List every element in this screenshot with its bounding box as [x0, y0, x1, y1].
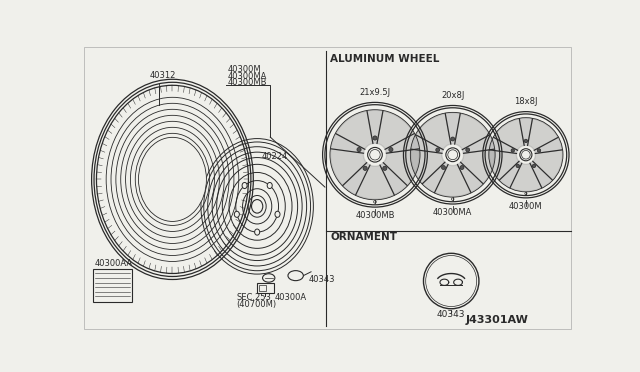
Circle shape	[357, 147, 361, 152]
Ellipse shape	[234, 211, 239, 217]
Polygon shape	[356, 165, 394, 199]
Text: 40300M: 40300M	[228, 65, 262, 74]
Ellipse shape	[275, 211, 280, 217]
Text: 40343: 40343	[437, 310, 465, 319]
Polygon shape	[462, 135, 494, 153]
Text: ALUMINUM WHEEL: ALUMINUM WHEEL	[330, 54, 440, 64]
Polygon shape	[330, 149, 367, 186]
Text: 40300A: 40300A	[275, 293, 307, 302]
Polygon shape	[532, 150, 563, 180]
Polygon shape	[454, 113, 490, 150]
Polygon shape	[367, 110, 383, 144]
Circle shape	[511, 149, 515, 152]
Circle shape	[389, 147, 393, 152]
Circle shape	[516, 164, 520, 168]
Text: 18x8J: 18x8J	[514, 97, 538, 106]
Ellipse shape	[242, 182, 247, 189]
Polygon shape	[527, 119, 558, 150]
Polygon shape	[461, 149, 495, 184]
Ellipse shape	[267, 182, 272, 189]
Polygon shape	[490, 137, 518, 154]
Polygon shape	[445, 113, 460, 144]
Polygon shape	[519, 118, 532, 145]
Text: 40300M: 40300M	[509, 202, 543, 211]
Circle shape	[466, 148, 470, 152]
Circle shape	[538, 149, 541, 152]
Text: 40300MA: 40300MA	[228, 71, 268, 80]
Text: 40300MB: 40300MB	[355, 211, 395, 220]
Circle shape	[520, 149, 532, 161]
Polygon shape	[331, 134, 365, 153]
Text: 40343: 40343	[308, 275, 335, 284]
Text: J43301AW: J43301AW	[465, 315, 528, 326]
Bar	[93, 269, 132, 302]
Circle shape	[383, 166, 387, 170]
Text: 40300MB: 40300MB	[228, 78, 268, 87]
Circle shape	[524, 139, 527, 143]
Ellipse shape	[262, 274, 275, 282]
Circle shape	[436, 148, 440, 152]
Polygon shape	[411, 149, 445, 184]
Polygon shape	[385, 134, 419, 153]
Polygon shape	[458, 162, 483, 192]
Circle shape	[532, 164, 536, 168]
Ellipse shape	[252, 199, 263, 213]
Polygon shape	[343, 163, 370, 195]
Polygon shape	[377, 111, 414, 149]
Polygon shape	[499, 161, 522, 188]
Circle shape	[442, 166, 445, 170]
Text: 40224: 40224	[262, 152, 288, 161]
Polygon shape	[435, 164, 471, 196]
Circle shape	[424, 253, 479, 309]
Text: (40700M): (40700M)	[236, 300, 276, 309]
Ellipse shape	[138, 137, 207, 221]
Circle shape	[367, 147, 382, 162]
Text: 21x9.5J: 21x9.5J	[360, 88, 390, 97]
Text: 40312: 40312	[149, 71, 176, 80]
Ellipse shape	[288, 271, 303, 280]
Bar	[259, 285, 266, 291]
Text: ORNAMENT: ORNAMENT	[330, 232, 397, 242]
Polygon shape	[383, 149, 419, 186]
Circle shape	[373, 136, 377, 140]
Circle shape	[460, 166, 464, 170]
Polygon shape	[422, 162, 448, 192]
Polygon shape	[534, 137, 562, 154]
Bar	[257, 283, 274, 294]
Polygon shape	[416, 113, 451, 150]
Polygon shape	[489, 150, 519, 180]
Text: 40300AA: 40300AA	[95, 259, 133, 269]
Polygon shape	[530, 161, 552, 188]
Polygon shape	[412, 135, 443, 153]
Polygon shape	[493, 119, 524, 150]
Text: 20x8J: 20x8J	[441, 91, 465, 100]
Ellipse shape	[255, 229, 260, 235]
Text: SEC.253: SEC.253	[236, 293, 271, 302]
Circle shape	[446, 148, 460, 162]
Polygon shape	[510, 163, 542, 191]
Polygon shape	[380, 163, 407, 195]
Polygon shape	[336, 111, 373, 149]
Text: 40300MA: 40300MA	[433, 208, 472, 217]
Circle shape	[363, 166, 367, 170]
Circle shape	[451, 137, 454, 141]
